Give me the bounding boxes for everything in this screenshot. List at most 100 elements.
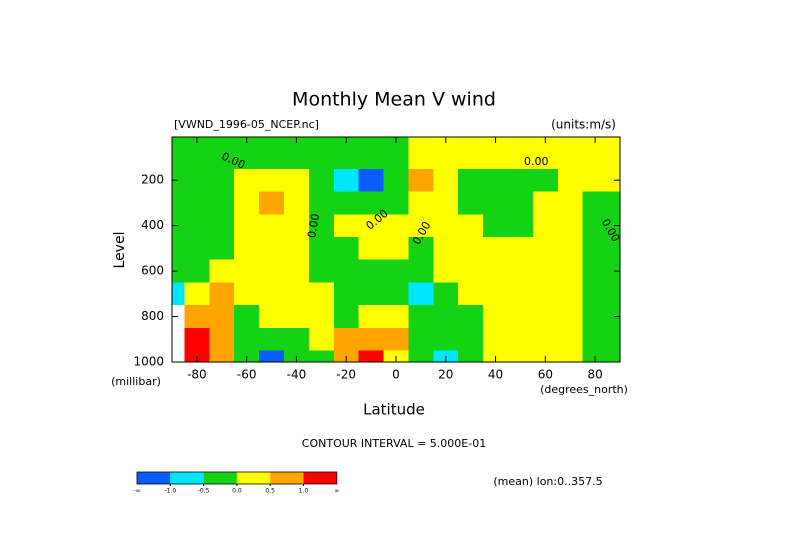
contour-cell: [458, 282, 484, 306]
colorbar: -∞ ∞ -1.0 -0.5 0.0 0.5 1.0: [133, 471, 339, 495]
contour-cell: [433, 237, 459, 260]
contour-cell: [582, 237, 608, 260]
colorbar-swatch: [137, 472, 171, 484]
contour-cell: [433, 327, 459, 351]
contour-cell: [383, 305, 409, 328]
contour-cell: [408, 237, 434, 260]
subtitle: [VWND_1996-05_NCEP.nc]: [174, 118, 319, 131]
contour-cell: [383, 168, 409, 192]
contour-cell: [532, 191, 558, 215]
colorbar-end-label: ∞: [334, 488, 339, 495]
x-tick-label: -40: [287, 368, 307, 382]
y-tick-label: 400: [141, 218, 164, 232]
contour-cell: [308, 259, 334, 283]
contour-cell: [333, 168, 359, 192]
contour-cell: [532, 327, 558, 351]
contour-cell: [308, 327, 334, 351]
colorbar-swatch: [203, 472, 237, 484]
colorbar-swatch: [236, 472, 271, 484]
contour-cell: [358, 191, 384, 215]
contour-cell: [172, 282, 185, 306]
contour-cell: [458, 191, 484, 215]
contour-cell: [408, 327, 434, 351]
contour-cell: [209, 350, 235, 362]
x-tick-label: 60: [538, 368, 553, 382]
y-axis-units: (millibar): [111, 375, 161, 388]
colorbar-swatch: [270, 472, 304, 484]
contour-cell: [358, 305, 384, 328]
contour-label: 0.00: [524, 155, 549, 168]
contour-cell: [209, 282, 235, 306]
y-axis-label: Level: [112, 232, 128, 269]
chart-title: Monthly Mean V wind: [292, 89, 496, 111]
contour-cell: [284, 327, 309, 351]
colorbar-label: 1.0: [299, 488, 309, 495]
contour-cell: [358, 137, 384, 169]
contour-cell: [333, 237, 359, 260]
x-tick-label: -20: [336, 368, 356, 382]
contour-cell: [582, 168, 608, 192]
x-tick-label: -60: [237, 368, 257, 382]
contour-cell: [284, 282, 309, 306]
contour-cell: [234, 327, 260, 351]
contour-cell: [234, 214, 260, 237]
contour-cell: [284, 191, 309, 215]
contour-cell: [184, 237, 210, 260]
colorbar-label: -1.0: [164, 488, 176, 495]
contour-cell: [184, 327, 210, 351]
contour-cell: [458, 237, 484, 260]
contour-cell: [557, 237, 583, 260]
contour-cell: [508, 282, 533, 306]
contour-cell: [483, 305, 508, 328]
contour-cell: [607, 327, 620, 351]
contour-cell: [557, 259, 583, 283]
x-tick-label: 80: [587, 368, 602, 382]
contour-cell: [508, 214, 533, 237]
colorbar-swatch: [170, 472, 204, 484]
contour-cell: [333, 305, 359, 328]
contour-cell: [483, 168, 508, 192]
contour-cell: [259, 259, 284, 283]
y-tick-label: 800: [141, 309, 164, 323]
contour-cell: [184, 168, 210, 192]
contour-cell: [234, 305, 260, 328]
contour-cell: [433, 259, 459, 283]
contour-cell: [333, 214, 359, 237]
contour-cell: [408, 259, 434, 283]
contour-cell: [358, 214, 384, 237]
contour-cell: [308, 137, 334, 169]
contour-cell: [184, 191, 210, 215]
contour-cell: [184, 282, 210, 306]
contour-cell: [308, 237, 334, 260]
contour-cell: [582, 191, 608, 215]
contour-cell: [383, 191, 409, 215]
contour-cell: [408, 137, 434, 169]
contour-cell: [259, 327, 284, 351]
x-axis-units: (degrees_north): [540, 383, 628, 396]
contour-cell: [184, 214, 210, 237]
contour-cell: [508, 168, 533, 192]
contour-cell: [358, 327, 384, 351]
contour-cell: [259, 305, 284, 328]
contour-cell: [483, 259, 508, 283]
contour-cell: [458, 350, 484, 362]
contour-cell: [284, 214, 309, 237]
contour-interval: CONTOUR INTERVAL = 5.000E-01: [302, 437, 486, 450]
contour-cell: [333, 191, 359, 215]
contour-cell: [172, 237, 185, 260]
contour-cell: [358, 350, 384, 362]
contour-cell: [234, 237, 260, 260]
contour-cell: [172, 191, 185, 215]
contour-cell: [259, 214, 284, 237]
axes: -80 -60 -40 -20 0 20 40 60 80 200 400 600 800 1000: [133, 137, 620, 382]
contour-cell: [172, 214, 185, 237]
contour-cell: [582, 214, 608, 237]
contour-cell: [259, 168, 284, 192]
contour-cell: [234, 168, 260, 192]
contour-cell: [433, 214, 459, 237]
contour-cell: [172, 259, 185, 283]
contour-cell: [532, 237, 558, 260]
colorbar-label: -0.5: [198, 488, 210, 495]
contour-cell: [557, 214, 583, 237]
